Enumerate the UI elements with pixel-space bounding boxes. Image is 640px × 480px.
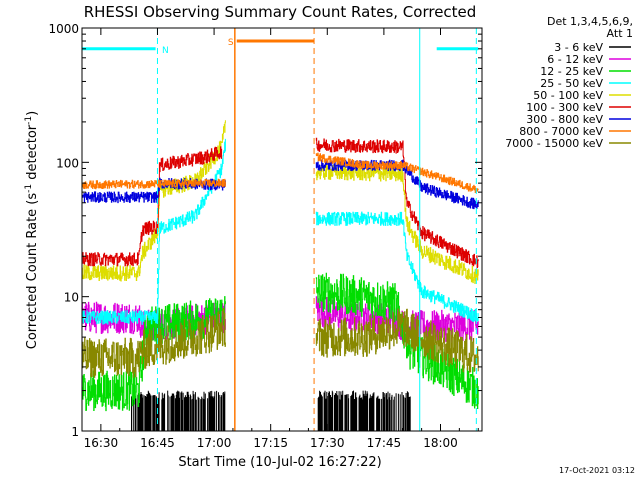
legend-item-3-6-kev: 3 - 6 keV [554, 41, 631, 54]
series-3-6-kev-before [131, 390, 226, 431]
legend-item-7000-15000-kev: 7000 - 15000 keV [505, 137, 631, 150]
legend-item-12-25-kev: 12 - 25 keV [540, 65, 631, 78]
series-100-300-kev [81, 137, 479, 269]
annotation-layer: NS [82, 28, 479, 431]
series-7000-15000-kev [81, 307, 479, 378]
series-25-50-kev-before [81, 138, 226, 325]
plot-frame [81, 27, 483, 432]
series-800-7000-kev [81, 152, 479, 193]
series-7000-15000-kev-before [81, 307, 226, 378]
legend-label: 7000 - 15000 keV [505, 137, 603, 150]
y-tick-label: 100 [56, 156, 79, 170]
y-axis-label-end: ) [25, 111, 40, 116]
series-25-50-kev-after [315, 211, 479, 322]
chart-title: RHESSI Observing Summary Count Rates, Co… [84, 3, 477, 21]
legend-label: 6 - 12 keV [547, 53, 603, 66]
y-axis-label-sup1: -1 [24, 184, 34, 193]
x-tick-label: 16:45 [140, 436, 175, 450]
series-7000-15000-kev-after [315, 308, 479, 373]
series-50-100-kev-before [81, 120, 226, 282]
legend-item-300-800-kev: 300 - 800 keV [526, 113, 631, 126]
legend-item-50-100-kev: 50 - 100 keV [533, 89, 631, 102]
series-25-50-kev [81, 138, 479, 325]
y-axis-label-sup2: -1 [24, 116, 34, 125]
legend-item-800-7000-kev: 800 - 7000 keV [519, 125, 631, 138]
x-tick-label: 17:30 [310, 436, 345, 450]
y-axis-label-mid: detector [25, 124, 40, 184]
x-tick-label: 17:00 [197, 436, 232, 450]
legend-header-line2: Att 1 [607, 27, 633, 40]
night-label: N [162, 46, 169, 56]
series-3-6-kev [131, 390, 411, 431]
legend-label: 800 - 7000 keV [519, 125, 603, 138]
series-50-100-kev [81, 120, 479, 284]
y-tick-label: 1000 [48, 22, 79, 36]
x-tick-label: 17:45 [367, 436, 402, 450]
legend-label: 100 - 300 keV [526, 101, 603, 114]
tick-layer: 16:30 16:45 17:00 17:15 17:30 17:45 18:00 1 10 10… [48, 22, 482, 450]
y-axis-label-main: Corrected Count Rate (s [25, 193, 40, 350]
legend-label: 300 - 800 keV [526, 113, 603, 126]
legend-label: 3 - 6 keV [554, 41, 603, 54]
legend-label: 25 - 50 keV [540, 77, 603, 90]
series-100-300-kev-after [315, 137, 479, 269]
series-3-6-kev-after [317, 390, 411, 431]
series-800-7000-kev-after [315, 152, 479, 193]
y-tick-label: 10 [64, 291, 79, 305]
x-axis-label: Start Time (10-Jul-02 16:27:22) [178, 455, 381, 470]
saa-label: S [228, 38, 234, 48]
x-tick-label: 17:15 [253, 436, 288, 450]
series-50-100-kev-after [315, 163, 479, 284]
legend-label: 50 - 100 keV [533, 89, 603, 102]
y-axis-label: Corrected Count Rate (s-1 detector-1) [24, 111, 40, 349]
series-100-300-kev-before [81, 146, 223, 267]
legend-header-line1: Det 1,3,4,5,6,9, [547, 15, 633, 28]
timestamp: 17-Oct-2021 03:12 [559, 466, 635, 475]
legend-item-100-300-kev: 100 - 300 keV [526, 101, 631, 114]
series-layer [81, 120, 479, 431]
legend-label: 12 - 25 keV [540, 65, 603, 78]
x-tick-label: 16:30 [84, 436, 119, 450]
series-12-25-kev-after [315, 272, 479, 409]
y-tick-label: 1 [71, 425, 79, 439]
legend-item-6-12-kev: 6 - 12 keV [547, 53, 631, 66]
x-tick-label: 18:00 [423, 436, 458, 450]
series-800-7000-kev-before [81, 178, 226, 190]
legend-item-25-50-kev: 25 - 50 keV [540, 77, 631, 90]
